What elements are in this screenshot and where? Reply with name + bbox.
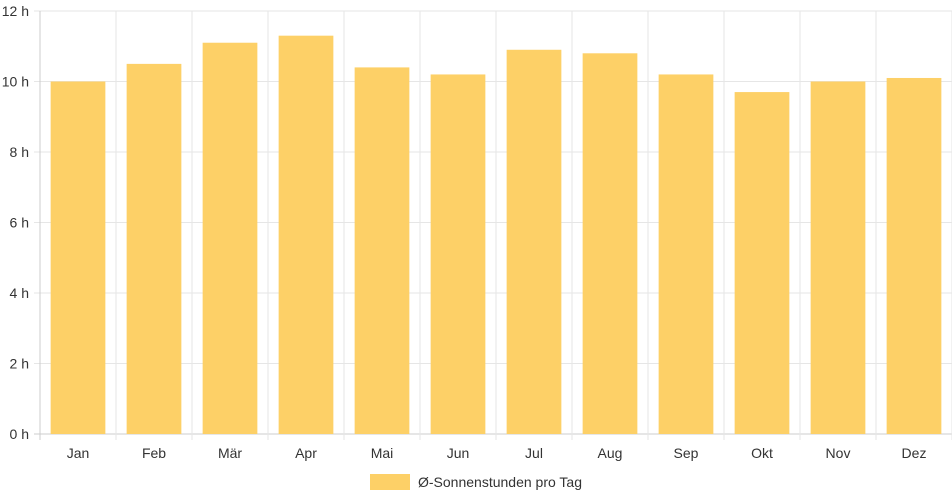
bar-aug: [582, 53, 638, 435]
y-tick-label: 2 h: [10, 356, 29, 372]
x-tick-label: Mai: [371, 445, 394, 461]
x-tick-label: Nov: [826, 445, 851, 461]
y-tick-label: 0 h: [10, 426, 29, 442]
bar-mär: [202, 42, 258, 434]
grid-layer: [34, 10, 952, 440]
y-axis: 0 h 2 h 4 h 6 h 8 h 10 h 12 h: [2, 3, 29, 442]
bar-feb: [126, 63, 182, 434]
y-tick-label: 10 h: [2, 74, 29, 90]
x-tick-label: Jan: [67, 445, 90, 461]
y-tick-label: 12 h: [2, 3, 29, 19]
x-tick-label: Sep: [674, 445, 699, 461]
bar-jan: [50, 81, 106, 434]
x-tick-label: Jun: [447, 445, 470, 461]
bar-jul: [506, 49, 562, 435]
y-tick-label: 8 h: [10, 144, 29, 160]
bar-apr: [278, 35, 334, 435]
bar-sep: [658, 74, 714, 434]
legend[interactable]: Ø-Sonnenstunden pro Tag: [370, 474, 582, 490]
y-tick-label: 4 h: [10, 285, 29, 301]
bars-layer: [50, 35, 942, 435]
legend-label[interactable]: Ø-Sonnenstunden pro Tag: [418, 474, 582, 490]
x-tick-label: Aug: [598, 445, 623, 461]
x-tick-label: Jul: [525, 445, 543, 461]
legend-swatch[interactable]: [370, 474, 410, 490]
x-tick-label: Dez: [902, 445, 927, 461]
x-tick-label: Mär: [218, 445, 242, 461]
x-axis: Jan Feb Mär Apr Mai Jun Jul Aug Sep Okt Nov Dez: [67, 445, 927, 461]
bar-mai: [354, 67, 410, 435]
x-tick-label: Okt: [751, 445, 773, 461]
x-tick-label: Feb: [142, 445, 166, 461]
bar-jun: [430, 74, 486, 434]
y-tick-label: 6 h: [10, 215, 29, 231]
bar-okt: [734, 92, 790, 434]
bar-nov: [810, 81, 866, 434]
x-tick-label: Apr: [295, 445, 317, 461]
bar-dez: [886, 77, 942, 434]
